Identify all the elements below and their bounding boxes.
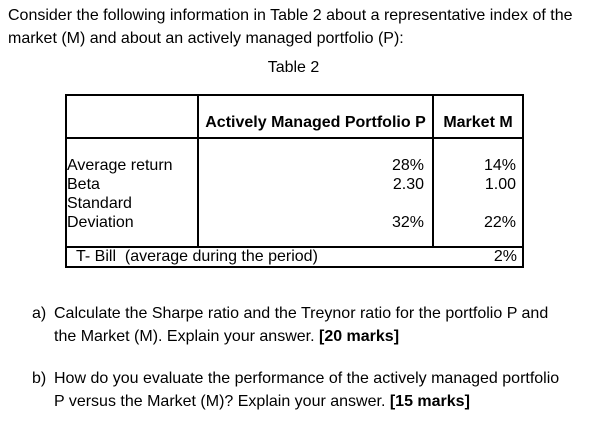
question-b-line1: How do you evaluate the performance of t…	[54, 370, 560, 387]
portfolio-values-cell: 28% 2.30 32%	[197, 137, 434, 248]
market-values-cell: 14% 1.00 22%	[432, 137, 524, 248]
table-caption: Table 2	[267, 59, 320, 76]
question-b-line2: P versus the Market (M)? Explain your an…	[54, 393, 390, 410]
market-value: 22%	[483, 214, 516, 231]
question-b-marks: [15 marks]	[389, 393, 470, 410]
question-a-marks: [20 marks]	[318, 328, 400, 345]
market-value: 14%	[483, 157, 516, 174]
tbill-row: T- Bill (average during the period) 2%	[65, 246, 524, 268]
row-labels-cell: Average return Beta Standard Deviation	[65, 137, 199, 248]
metric-label: Standard	[67, 195, 132, 212]
market-value: 1.00	[484, 176, 516, 193]
portfolio-value: 32%	[391, 214, 424, 231]
header-cell-empty	[65, 94, 199, 139]
questions-list: a) Calculate the Sharpe ratio and the Tr…	[32, 302, 584, 432]
tbill-value: 2%	[493, 248, 517, 265]
question-a-marker: a)	[32, 305, 47, 322]
metric-label: Average return	[67, 157, 173, 174]
header-cell-portfolio: Actively Managed Portfolio P	[197, 94, 434, 139]
question-a-text: Calculate the Sharpe ratio and the Treyn…	[54, 302, 584, 348]
portfolio-value: 2.30	[392, 176, 424, 193]
table-header-row: Actively Managed Portfolio P Market M	[65, 94, 524, 139]
metric-label: Beta	[67, 176, 100, 193]
question-a: a) Calculate the Sharpe ratio and the Tr…	[32, 302, 584, 348]
question-b-marker: b)	[32, 370, 47, 387]
portfolio-value	[200, 194, 424, 213]
metric-label: Deviation	[67, 214, 134, 231]
header-cell-market: Market M	[432, 94, 524, 139]
question-b-text: How do you evaluate the performance of t…	[54, 367, 584, 413]
portfolio-value: 28%	[391, 157, 424, 174]
tbill-cell: T- Bill (average during the period) 2%	[65, 246, 524, 268]
table-2: Actively Managed Portfolio P Market M Av…	[65, 94, 524, 268]
question-a-line2: the Market (M). Explain your answer.	[54, 328, 319, 345]
question-a-line1: Calculate the Sharpe ratio and the Treyn…	[54, 305, 549, 322]
intro-paragraph: Consider the following information in Ta…	[8, 7, 573, 47]
market-value	[435, 194, 516, 213]
question-b: b) How do you evaluate the performance o…	[32, 367, 584, 413]
tbill-label: T- Bill (average during the period)	[76, 248, 318, 265]
table-body-row: Average return Beta Standard Deviation 2…	[65, 137, 524, 248]
